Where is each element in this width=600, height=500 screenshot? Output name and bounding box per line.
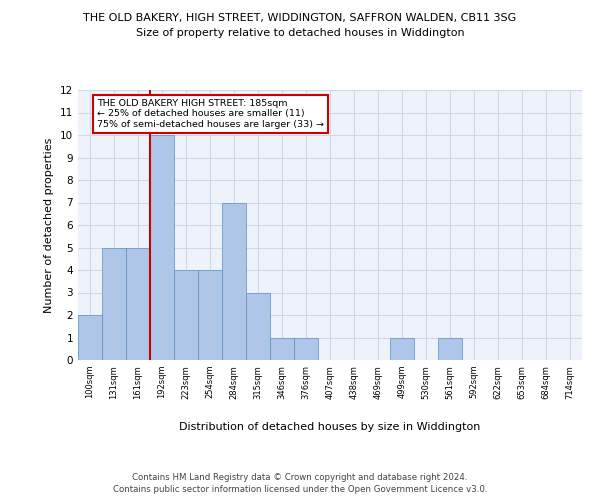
Text: Distribution of detached houses by size in Widdington: Distribution of detached houses by size … xyxy=(179,422,481,432)
Bar xyxy=(150,135,174,360)
Bar xyxy=(198,270,222,360)
Y-axis label: Number of detached properties: Number of detached properties xyxy=(44,138,55,312)
Bar xyxy=(246,292,270,360)
Bar xyxy=(294,338,318,360)
Bar xyxy=(126,248,150,360)
Text: Contains HM Land Registry data © Crown copyright and database right 2024.: Contains HM Land Registry data © Crown c… xyxy=(132,472,468,482)
Bar xyxy=(222,202,246,360)
Text: Size of property relative to detached houses in Widdington: Size of property relative to detached ho… xyxy=(136,28,464,38)
Bar xyxy=(174,270,198,360)
Bar xyxy=(270,338,294,360)
Bar xyxy=(78,315,102,360)
Bar xyxy=(438,338,462,360)
Text: THE OLD BAKERY, HIGH STREET, WIDDINGTON, SAFFRON WALDEN, CB11 3SG: THE OLD BAKERY, HIGH STREET, WIDDINGTON,… xyxy=(83,12,517,22)
Bar xyxy=(102,248,126,360)
Bar xyxy=(390,338,414,360)
Text: Contains public sector information licensed under the Open Government Licence v3: Contains public sector information licen… xyxy=(113,485,487,494)
Text: THE OLD BAKERY HIGH STREET: 185sqm
← 25% of detached houses are smaller (11)
75%: THE OLD BAKERY HIGH STREET: 185sqm ← 25%… xyxy=(97,99,324,129)
